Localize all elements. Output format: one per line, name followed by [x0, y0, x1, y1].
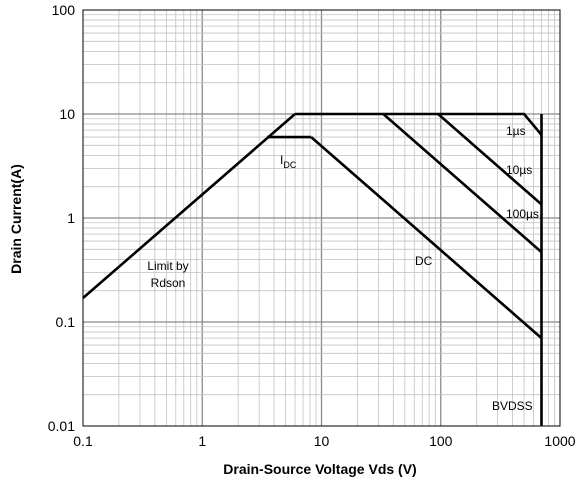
- idc-label: IDC: [280, 153, 297, 170]
- x-tick-label: 100: [429, 433, 453, 449]
- idc-label-main: I: [280, 153, 283, 167]
- y-tick-label: 0.01: [48, 418, 75, 434]
- series-line-10-s: [437, 113, 543, 206]
- x-axis-title: Drain-Source Voltage Vds (V): [223, 461, 416, 477]
- y-tick-label: 1: [67, 210, 75, 226]
- curves: [82, 112, 543, 426]
- 1us-label: 1µs: [506, 124, 526, 138]
- rdson-label-line2: Rdson: [151, 276, 186, 290]
- y-tick-label: 100: [52, 2, 76, 18]
- grid: [83, 10, 560, 426]
- series-line-100-s: [382, 113, 543, 254]
- plot-frame: [82, 9, 561, 427]
- series-line-1-s: [295, 112, 543, 136]
- rdson-label-line1: Limit by: [147, 259, 188, 273]
- dc-label: DC: [415, 254, 433, 268]
- series-line-limit-by-rdson: [82, 113, 296, 299]
- x-tick-label: 0.1: [73, 433, 93, 449]
- x-tick-label: 10: [314, 433, 330, 449]
- idc-label-subscript: DC: [283, 160, 296, 170]
- x-tick-label: 1: [198, 433, 206, 449]
- series-line-dc: [310, 136, 543, 340]
- 10us-label: 10µs: [506, 163, 532, 177]
- y-tick-label: 10: [59, 106, 75, 122]
- y-axis-title: Drain Current(A): [8, 164, 24, 274]
- bvdss-label: BVDSS: [492, 399, 533, 413]
- x-tick-label: 1000: [544, 433, 575, 449]
- 100us-label: 100µs: [506, 207, 539, 221]
- y-tick-label: 0.1: [56, 314, 76, 330]
